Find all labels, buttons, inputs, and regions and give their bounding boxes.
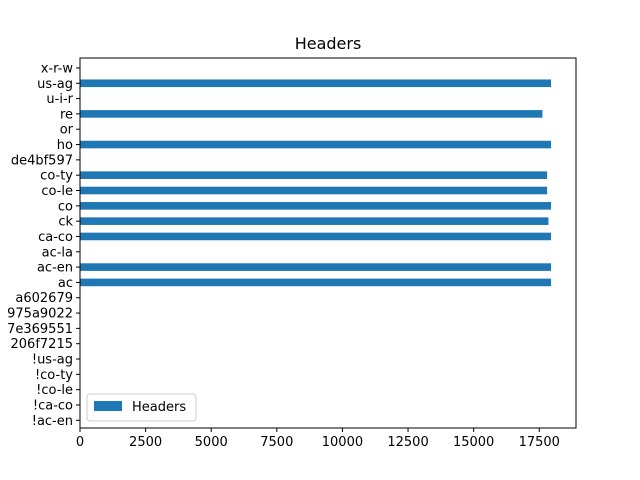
y-tick-label: de4bf597 (11, 153, 73, 168)
legend-frame (86, 393, 197, 422)
y-tick-label: !ca-co (33, 398, 73, 413)
x-tick-label: 2500 (129, 435, 162, 450)
y-tick-label: a602679 (15, 291, 73, 306)
x-tick-label: 12500 (387, 435, 428, 450)
legend-label: Headers (132, 400, 186, 415)
bar-co-le (80, 186, 548, 195)
bar-ck (80, 217, 549, 225)
x-tick-label: 0 (76, 435, 84, 450)
bar-co-ty (80, 171, 548, 179)
bar-ca-co (80, 232, 552, 241)
y-tick-label: re (60, 107, 73, 122)
bar-co (80, 202, 552, 210)
y-tick-label: u-i-r (46, 92, 73, 107)
y-tick-label: co-le (41, 184, 73, 199)
y-tick-label: !us-ag (32, 353, 73, 368)
y-tick-label: 7e369551 (7, 322, 73, 337)
y-tick-label: ac-en (37, 261, 73, 276)
y-tick-label: ac-la (42, 245, 73, 260)
bar-re (80, 110, 543, 118)
chart-title: Headers (295, 34, 362, 53)
x-axis-ticks: 0 2500 5000 7500 10000 12500 15000 17500 (76, 428, 560, 450)
y-tick-label: 206f7215 (11, 337, 73, 352)
y-tick-label: co (58, 199, 73, 214)
y-tick-label: ck (58, 215, 73, 230)
x-tick-label: 7500 (260, 435, 293, 450)
bars-layer (80, 79, 552, 287)
x-tick-label: 5000 (195, 435, 228, 450)
legend-swatch (94, 401, 122, 411)
legend: Headers (86, 393, 197, 422)
y-tick-label: x-r-w (41, 61, 74, 76)
y-tick-label: !co-ty (35, 368, 73, 383)
x-tick-label: 10000 (322, 435, 363, 450)
plot-frame (79, 57, 577, 429)
bar-ho (80, 140, 552, 149)
y-tick-label: ac (58, 276, 73, 291)
y-tick-label: !ac-en (32, 414, 73, 429)
y-tick-label: 975a9022 (7, 307, 73, 322)
bar-us-ag (80, 79, 552, 88)
bar-ac (80, 278, 552, 287)
x-tick-label: 15000 (453, 435, 494, 450)
y-axis-ticks: !ac-en!ca-co!co-le!co-ty!us-ag206f72157e… (7, 61, 80, 429)
x-tick-label: 17500 (519, 435, 560, 450)
y-tick-label: !co-le (36, 383, 73, 398)
bar-ac-en (80, 263, 552, 271)
y-tick-label: us-ag (37, 77, 73, 92)
y-tick-label: or (60, 123, 74, 138)
y-tick-label: co-ty (40, 169, 73, 184)
y-tick-label: ho (57, 138, 73, 153)
y-tick-label: ca-co (38, 230, 73, 245)
